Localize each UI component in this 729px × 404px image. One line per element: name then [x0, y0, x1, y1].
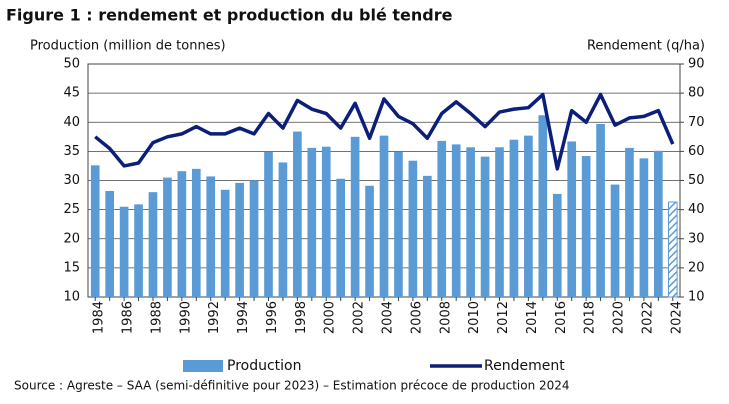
x-tick-label: 2016 [554, 301, 569, 334]
bar [235, 182, 244, 297]
bar [610, 184, 620, 297]
bar [639, 158, 649, 297]
bar [293, 131, 302, 297]
bar [480, 156, 490, 297]
x-tick-label: 1994 [236, 301, 251, 334]
bar [191, 168, 201, 297]
x-tick-label: 1986 [121, 301, 136, 334]
x-tick-label: 2000 [323, 301, 338, 334]
legend-label: Production [227, 358, 301, 374]
x-tick-label: 2008 [438, 301, 453, 334]
x-tick-label: 2004 [381, 301, 396, 334]
bar [596, 123, 605, 297]
x-tick-label: 1988 [149, 301, 164, 334]
x-tick-label: 2006 [409, 301, 424, 334]
x-tick-label: 2018 [583, 301, 598, 334]
x-tick-label: 2014 [525, 301, 540, 334]
x-tick-label: 1990 [178, 301, 193, 334]
bar [495, 147, 504, 297]
bar [667, 201, 678, 298]
bar [264, 151, 273, 297]
chart-title: Figure 1 : rendement et production du bl… [6, 6, 453, 25]
y2-tick-label: 90 [688, 57, 705, 72]
bar [394, 151, 403, 297]
y2-tick-label: 70 [688, 115, 705, 130]
legend-swatch [183, 360, 223, 372]
y-tick-label: 10 [63, 290, 80, 305]
y2-tick-label: 10 [688, 290, 705, 305]
x-tick-label: 2012 [496, 301, 511, 334]
bar [552, 193, 562, 297]
bar [163, 177, 172, 297]
bar [437, 140, 447, 297]
y-tick-label: 45 [63, 86, 80, 101]
bar [134, 204, 143, 297]
bar [177, 171, 187, 297]
bar [466, 147, 475, 297]
bar [350, 136, 360, 297]
bar [422, 175, 432, 297]
bar [625, 147, 634, 297]
y-tick-label: 15 [63, 260, 80, 275]
bar [249, 180, 259, 297]
bar [148, 192, 158, 297]
y2-axis-title: Rendement (q/ha) [587, 39, 705, 54]
bar [307, 147, 317, 297]
y2-tick-label: 80 [688, 86, 705, 101]
y2-tick-label: 50 [688, 173, 705, 188]
y2-tick-label: 30 [688, 231, 705, 246]
x-tick-label: 1996 [265, 301, 280, 334]
x-tick-label: 1984 [92, 301, 107, 334]
bar [379, 135, 389, 297]
line [94, 92, 675, 171]
x-tick-label: 1998 [294, 301, 309, 334]
y2-tick-label: 40 [688, 202, 705, 217]
x-tick-label: 1992 [207, 301, 222, 334]
bar [90, 165, 100, 297]
x-tick-label: 2002 [352, 301, 367, 334]
bar [365, 185, 374, 297]
bar [451, 144, 461, 297]
legend-label: Rendement [484, 358, 565, 374]
y-axis-title: Production (million de tonnes) [30, 39, 226, 54]
x-tick-label: 2010 [467, 301, 482, 334]
bar [509, 139, 519, 297]
x-tick-label: 2024 [669, 301, 684, 334]
bar [336, 178, 346, 297]
bar [654, 150, 663, 297]
source: Source : Agreste – SAA (semi-définitive … [14, 379, 570, 393]
y-tick-label: 30 [63, 173, 80, 188]
y2-tick-label: 20 [688, 260, 705, 275]
bar [408, 160, 418, 297]
bar [206, 176, 216, 297]
y-tick-label: 35 [63, 144, 80, 159]
bar [278, 162, 288, 297]
bar [567, 141, 577, 297]
bar [119, 206, 129, 297]
bar [220, 189, 230, 297]
y-tick-label: 25 [63, 202, 80, 217]
bar [105, 190, 114, 297]
bar [524, 135, 533, 297]
bar [538, 115, 548, 297]
bar [581, 156, 591, 297]
y2-tick-label: 60 [688, 144, 705, 159]
y-tick-label: 20 [63, 231, 80, 246]
y-tick-label: 40 [63, 115, 80, 130]
y-tick-label: 50 [63, 57, 80, 72]
bar [321, 146, 331, 297]
x-tick-label: 2020 [612, 301, 627, 334]
x-tick-label: 2022 [640, 301, 655, 334]
